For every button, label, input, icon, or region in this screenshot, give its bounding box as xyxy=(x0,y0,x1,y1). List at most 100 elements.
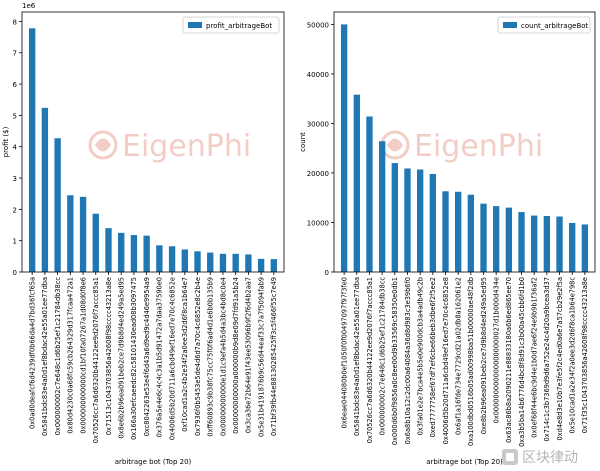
legend-box xyxy=(497,16,591,34)
bar xyxy=(404,168,411,272)
watermark-text-left: EigenPhi xyxy=(122,129,251,164)
legend-box xyxy=(182,16,280,34)
y-tick-label: 7 xyxy=(13,50,17,58)
x-tick-label: 0xed7777758ef67df7ef6cbe66beb3dbe6f2f5ee… xyxy=(429,277,437,437)
bar xyxy=(391,163,398,272)
bar xyxy=(556,216,563,272)
bar xyxy=(569,222,576,272)
x-tick-label: 0x0ad0deafcf6d4239df0b66da4d7bd36fcf65a xyxy=(28,277,36,429)
bar xyxy=(168,246,176,272)
x-tick-label: 0xa100dbd0516b05ad00998ba51b00000ae48f2d… xyxy=(467,277,475,446)
bar xyxy=(353,94,360,272)
bar xyxy=(531,215,538,272)
bar xyxy=(207,252,214,272)
x-tick-label: 0x714c1c3b7369d9d6a752e24c4d20a9bcea3d37 xyxy=(543,277,551,441)
x-tick-label: 0x000d6b0f9856a0c8ee00d9b33569c58350e0db… xyxy=(391,277,399,445)
bar xyxy=(518,212,525,272)
x-tick-label: 0x3ca36e72b64e91f43ee53096b9f2f6d4b2aa7 xyxy=(245,277,253,433)
legend: profit_arbitrageBot xyxy=(182,16,280,34)
x-tick-label: 0x0000000000000000000027d1b000d434e xyxy=(492,277,500,423)
x-tick-label: 0x71bf39fb44e88130285425ff3c5f466f55c7e4… xyxy=(270,277,278,436)
y-tick-label: 3 xyxy=(13,175,17,183)
axes-frame xyxy=(333,11,596,273)
x-tick-label: 0x3fa01e2e7bca4e5b5e0e900dcb3a4adb49c2b xyxy=(416,277,424,435)
y-axis-label: count xyxy=(299,132,307,152)
x-tick-label: 0x376a5e4e6c4c4c3a1b5d91472a7daa37590e0 xyxy=(156,277,164,437)
x-tick-label: 0x6af1a16fde734e7729cd21a02db8a162061e2 xyxy=(454,277,462,435)
x-tick-label: 0xf10cad1a2c4b2e34f2a0ee3d2d6f8ca1b64e7 xyxy=(181,277,189,432)
bar xyxy=(156,245,163,272)
x-tick-label: 0x0ef68f44e6bc9d4e1b0d7ae6f24e9b9b1f36af… xyxy=(530,277,538,438)
bar xyxy=(79,196,87,272)
y-tick-label: 50000 xyxy=(307,21,329,29)
bar xyxy=(455,191,462,272)
y-tick-label: 6 xyxy=(13,81,18,89)
legend-swatch xyxy=(503,22,517,28)
bar xyxy=(67,195,74,272)
bar xyxy=(366,116,373,272)
bar xyxy=(92,213,99,272)
bar xyxy=(257,258,265,272)
x-tick-label: 0x8e6b2b96ea091beb2ce7d9b8d4ed249a5ed95 xyxy=(118,277,126,439)
legend: count_arbitrageBot xyxy=(497,16,591,34)
bar xyxy=(505,207,513,272)
bar xyxy=(378,141,386,272)
x-tick-label: 0xa3b5ba14b6776d4bc8f8d91c3b00a45cbb6fd1… xyxy=(518,277,526,447)
bar xyxy=(105,228,112,272)
y-tick-label: 0 xyxy=(13,269,17,277)
bar xyxy=(493,206,500,272)
watermark-text-right: EigenPhi xyxy=(414,129,543,164)
x-tick-label: 0xe8b2b96ea091beb2ce7d9b8d4ed249a5ed95 xyxy=(480,277,488,434)
y-tick-label: 1 xyxy=(13,238,17,246)
bar xyxy=(41,107,49,272)
bar xyxy=(270,259,278,272)
bar xyxy=(340,24,348,272)
count-chart: 0 10000 20000 30000 40000 50000 count 0x6eae044… xyxy=(299,11,596,466)
bar xyxy=(181,249,188,272)
y-tick-label: 40000 xyxy=(307,71,329,79)
x-tick-label: 0x6a8b10a12c2dc00a64084a36d8d983c3e39b6f… xyxy=(404,277,412,444)
x-tick-label: 0x70526cc7a6d6320b44122ee9d2076f7accc85a… xyxy=(366,277,374,443)
x-tick-label: 0x166a30efcaeedc82c58101430ead08b3097475 xyxy=(130,277,138,440)
bar xyxy=(143,235,150,272)
x-tick-label: 0x7936f0b5453e5de4d6d7a70c4c6852e8c2b4e xyxy=(194,277,202,436)
axes-frame xyxy=(21,11,285,273)
profit-chart: 0 1 2 3 4 5 6 7 8 1e6 profit ($) 0x0ad0deafcf6d4239… xyxy=(2,2,285,466)
y-offset-text: 1e6 xyxy=(22,2,36,10)
footer-logo: 区块律动 xyxy=(502,449,578,466)
bar xyxy=(118,232,125,272)
legend-label: count_arbitrageBot xyxy=(521,22,589,30)
bar xyxy=(232,253,239,272)
bar xyxy=(429,173,436,272)
bar xyxy=(130,235,138,272)
blockbeats-logo-icon xyxy=(502,449,518,465)
bar xyxy=(29,28,36,272)
legend-label: profit_arbitrageBot xyxy=(206,22,272,30)
eigenphi-watermark: EigenPhi EigenPhi xyxy=(88,129,543,164)
y-tick-label: 2 xyxy=(13,206,17,214)
x-tick-label: 0x5e10cad1a2e34f2a0ee3d2d6f8ca1b64e798c xyxy=(568,277,576,434)
x-tick-label: 0x00000000000a000000b9d8e09d7fd91a5b24 xyxy=(232,277,240,434)
x-tick-label: 0x71f35c1043703856a42608f98cccc43213a8e xyxy=(581,277,589,433)
x-tick-label: 0x5841bdc83e4a0d1ef8bdac42e55a01ee77dba xyxy=(41,277,49,436)
x-tick-label: 0x4006d5b20d711a6cbd49ef16ed7e70c4c6852e xyxy=(168,277,176,440)
bar xyxy=(219,253,227,272)
bar xyxy=(194,251,201,272)
eigenphi-logo-icon-right xyxy=(380,130,410,160)
bar xyxy=(467,194,474,272)
x-tick-label: 0xff60893c9b38fc75cc75f0f6ad4d1e6b0b135b… xyxy=(207,277,215,437)
footer-logo-text: 区块律动 xyxy=(522,450,578,466)
bar xyxy=(480,203,487,272)
bar xyxy=(416,169,424,272)
y-tick-label: 5 xyxy=(13,112,17,120)
x-axis-label: arbitrage bot (Top 20) xyxy=(426,458,503,466)
x-tick-label: 0x71513c1043703856a42608f98cccc43213a8e xyxy=(105,277,113,435)
x-tick-label: 0x000000000000cd1bf10fa07267a1d08d0f8e6 xyxy=(79,277,87,434)
y-axis-label: profit ($) xyxy=(2,126,10,157)
bar xyxy=(54,138,61,272)
x-tick-label: 0xc8042263e53e4f6d43a6d9ed9c4d46e9954a9 xyxy=(143,277,151,436)
eigenphi-logo-icon xyxy=(88,130,118,160)
bar xyxy=(543,216,551,272)
x-tick-label: 0xd4e8d3e10b7e3fe5f2c4ed0a6e7a57cb29e2f5… xyxy=(556,277,564,440)
